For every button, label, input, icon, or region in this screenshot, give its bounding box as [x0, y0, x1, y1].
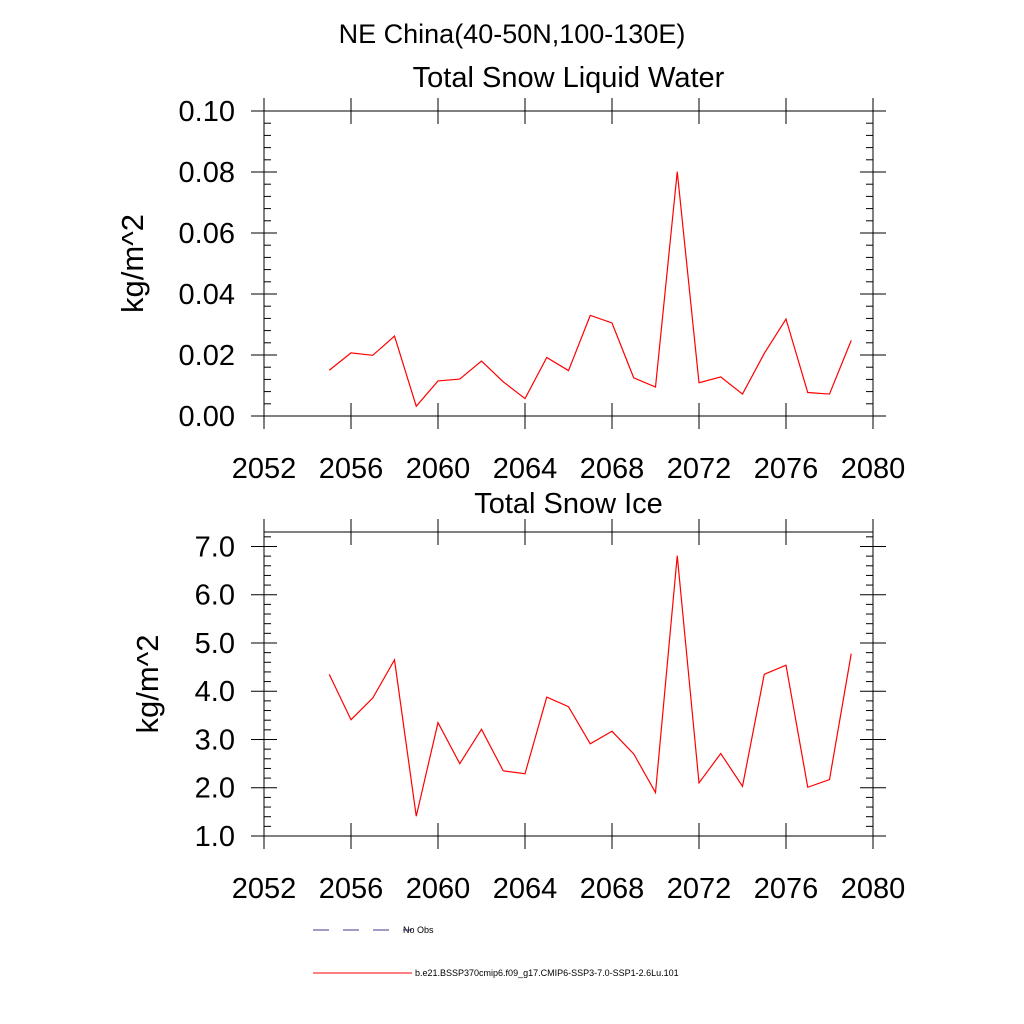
plot-frame — [263, 110, 874, 417]
x-tick-label: 2080 — [841, 873, 906, 905]
series-line-1 — [328, 555, 852, 817]
x-tick-label: 2056 — [319, 453, 384, 485]
plot-frame — [263, 531, 874, 837]
x-tick-label: 2060 — [406, 873, 471, 905]
y-tick-label: 0.06 — [179, 218, 235, 250]
y-tick-label: 6.0 — [195, 580, 235, 612]
x-tick-label: 2068 — [580, 453, 645, 485]
x-tick-label: 2064 — [493, 873, 558, 905]
y-axis-label: kg/m^2 — [130, 635, 165, 734]
y-tick-label: 4.0 — [195, 676, 235, 708]
y-tick-label: 5.0 — [195, 628, 235, 660]
legend-label-1: No Obs — [403, 925, 434, 935]
x-tick-label: 2052 — [232, 453, 297, 485]
y-tick-label: 0.10 — [179, 96, 235, 128]
y-tick-label: 0.00 — [179, 401, 235, 433]
y-tick-label: 0.08 — [179, 157, 235, 189]
panel-title: Total Snow Liquid Water — [413, 62, 725, 94]
y-tick-label: 7.0 — [195, 531, 235, 563]
chart-panel-2: Total Snow Ice 2052 2056 2060 2064 2068 2072 20… — [130, 488, 905, 905]
x-tick-label: 2064 — [493, 453, 558, 485]
y-tick-label: 0.02 — [179, 340, 235, 372]
y-tick-label: 3.0 — [195, 724, 235, 756]
y-axis-label: kg/m^2 — [115, 214, 150, 313]
x-tick-label: 2052 — [232, 873, 297, 905]
y-tick-label: 1.0 — [195, 821, 235, 853]
x-tick-label: 2068 — [580, 873, 645, 905]
figure-title: NE China(40-50N,100-130E) — [339, 19, 686, 49]
y-tick-label: 0.04 — [179, 279, 235, 311]
series-line-1 — [328, 171, 852, 408]
x-tick-label: 2072 — [667, 453, 732, 485]
legend: No Obs b.e21.BSSP370cmip6.f09_g17.CMIP6-S… — [313, 925, 679, 978]
x-tick-label: 2080 — [841, 453, 906, 485]
x-tick-label: 2076 — [754, 453, 819, 485]
x-tick-label: 2056 — [319, 873, 384, 905]
x-tick-label: 2072 — [667, 873, 732, 905]
legend-label-2: b.e21.BSSP370cmip6.f09_g17.CMIP6-SSP3-7.… — [415, 968, 679, 978]
y-tick-label: 2.0 — [195, 773, 235, 805]
chart-panel-1: Total Snow Liquid Water 2052 2056 2060 2064 2… — [115, 62, 905, 485]
x-tick-label: 2060 — [406, 453, 471, 485]
panel-title: Total Snow Ice — [474, 488, 663, 520]
x-tick-label: 2076 — [754, 873, 819, 905]
